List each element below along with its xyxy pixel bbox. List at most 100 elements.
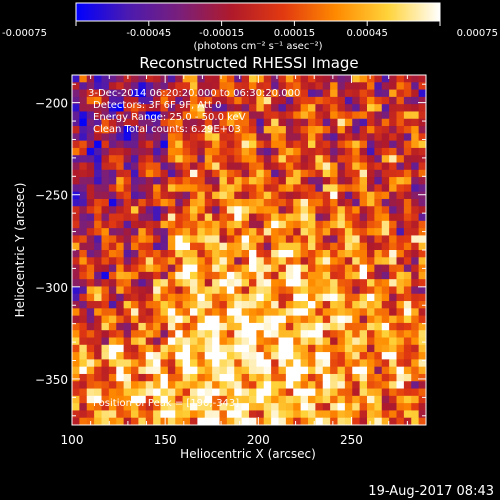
heatmap-cell bbox=[256, 293, 265, 302]
heatmap-cell bbox=[271, 133, 279, 142]
heatmap-cell bbox=[374, 417, 383, 425]
heatmap-cell bbox=[219, 337, 228, 346]
heatmap-cell bbox=[204, 330, 213, 338]
heatmap-cell bbox=[123, 366, 132, 375]
heatmap-cell bbox=[86, 264, 95, 273]
heatmap-cell bbox=[219, 330, 228, 338]
heatmap-cell bbox=[285, 140, 294, 149]
heatmap-cell bbox=[337, 271, 346, 280]
heatmap-cell bbox=[86, 322, 95, 331]
heatmap-cell bbox=[367, 198, 375, 207]
colorbar-tick-label: -0.00045 bbox=[126, 28, 171, 39]
heatmap-cell bbox=[337, 381, 346, 389]
heatmap-cell bbox=[123, 242, 132, 251]
heatmap-cell bbox=[367, 133, 375, 142]
heatmap-cell bbox=[131, 344, 139, 353]
heatmap-cell bbox=[308, 206, 316, 214]
heatmap-cell bbox=[86, 403, 95, 411]
colorbar-tick-label: 0.00075 bbox=[457, 28, 498, 39]
heatmap-cell bbox=[101, 169, 110, 178]
heatmap-cell bbox=[249, 293, 257, 302]
heatmap-cell bbox=[101, 177, 110, 185]
heatmap-cell bbox=[352, 373, 361, 382]
heatmap-cell bbox=[396, 104, 405, 112]
heatmap-cell bbox=[116, 395, 125, 404]
heatmap-cell bbox=[396, 315, 405, 324]
heatmap-cell bbox=[234, 395, 243, 404]
heatmap-cell bbox=[337, 198, 346, 207]
heatmap-cell bbox=[374, 133, 383, 142]
heatmap-cell bbox=[285, 118, 294, 127]
heatmap-cell bbox=[330, 359, 338, 368]
footer-timestamp: 19-Aug-2017 08:43 bbox=[368, 484, 494, 499]
heatmap-cell bbox=[219, 250, 228, 258]
heatmap-cell bbox=[352, 104, 361, 112]
heatmap-cell bbox=[94, 147, 102, 156]
heatmap-cell bbox=[367, 373, 375, 382]
heatmap-cell bbox=[94, 169, 102, 178]
heatmap-cell bbox=[226, 228, 235, 236]
heatmap-cell bbox=[396, 337, 405, 346]
heatmap-cell bbox=[116, 198, 125, 207]
heatmap-cell bbox=[411, 271, 420, 280]
heatmap-cell bbox=[131, 104, 139, 112]
heatmap-cell bbox=[396, 242, 405, 251]
heatmap-cell bbox=[138, 118, 147, 127]
heatmap-cell bbox=[86, 118, 95, 127]
heatmap-cell bbox=[337, 177, 346, 185]
heatmap-cell bbox=[344, 96, 353, 105]
heatmap-cell bbox=[374, 191, 383, 200]
heatmap-cell bbox=[249, 75, 257, 83]
heatmap-cell bbox=[330, 147, 338, 156]
heatmap-cell bbox=[300, 359, 309, 368]
heatmap-cell bbox=[86, 155, 95, 163]
heatmap-cell bbox=[271, 373, 279, 382]
heatmap-cell bbox=[190, 366, 198, 375]
heatmap-cell bbox=[322, 264, 331, 273]
heatmap-cell bbox=[226, 198, 235, 207]
heatmap-cell bbox=[145, 250, 154, 258]
heatmap-cell bbox=[381, 301, 390, 309]
heatmap-cell bbox=[108, 337, 117, 346]
heatmap-cell bbox=[190, 264, 198, 273]
heatmap-cell bbox=[212, 206, 220, 214]
heatmap-cell bbox=[108, 410, 117, 419]
heatmap-cell bbox=[86, 104, 95, 112]
heatmap-cell bbox=[293, 82, 302, 90]
heatmap-cell bbox=[190, 75, 198, 83]
heatmap-cell bbox=[226, 206, 235, 214]
heatmap-cell bbox=[285, 373, 294, 382]
heatmap-cell bbox=[344, 330, 353, 338]
heatmap-cell bbox=[167, 271, 176, 280]
heatmap-cell bbox=[94, 322, 102, 331]
heatmap-cell bbox=[367, 75, 375, 83]
heatmap-cell bbox=[330, 213, 338, 222]
heatmap-cell bbox=[256, 403, 265, 411]
heatmap-cell bbox=[322, 96, 331, 105]
heatmap-cell bbox=[418, 140, 426, 149]
heatmap-cell bbox=[396, 96, 405, 105]
heatmap-cell bbox=[160, 104, 169, 112]
heatmap-cell bbox=[367, 118, 375, 127]
heatmap-cell bbox=[263, 293, 272, 302]
heatmap-cell bbox=[197, 366, 206, 375]
heatmap-cell bbox=[256, 82, 265, 90]
heatmap-cell bbox=[263, 359, 272, 368]
heatmap-cell bbox=[389, 198, 397, 207]
heatmap-cell bbox=[381, 96, 390, 105]
heatmap-cell bbox=[278, 242, 287, 251]
heatmap-cell bbox=[131, 213, 139, 222]
heatmap-cell bbox=[263, 264, 272, 273]
heatmap-cell bbox=[86, 126, 95, 134]
heatmap-cell bbox=[101, 104, 110, 112]
heatmap-cell bbox=[344, 366, 353, 375]
heatmap-cell bbox=[315, 140, 324, 149]
heatmap-cell bbox=[212, 388, 220, 397]
heatmap-cell bbox=[167, 184, 176, 193]
heatmap-cell bbox=[123, 330, 132, 338]
heatmap-cell bbox=[330, 89, 338, 98]
heatmap-cell bbox=[396, 147, 405, 156]
heatmap-cell bbox=[330, 82, 338, 90]
heatmap-cell bbox=[212, 337, 220, 346]
heatmap-cell bbox=[72, 111, 80, 120]
